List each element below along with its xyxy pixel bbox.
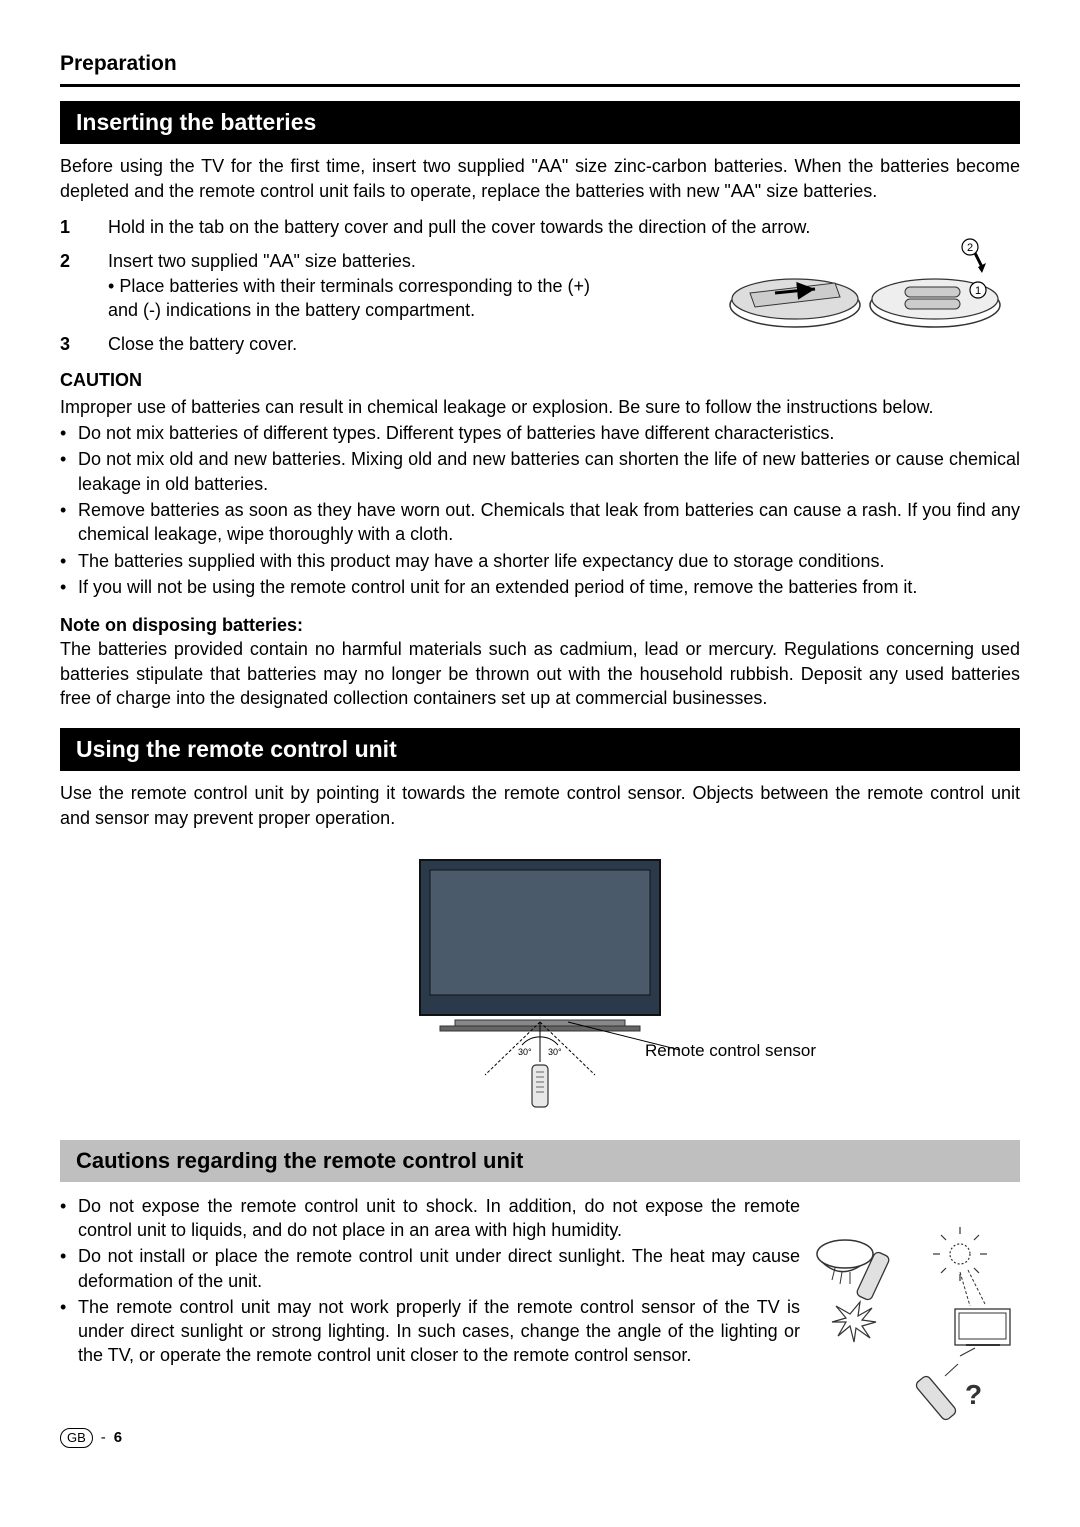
svg-text:2: 2 (967, 242, 973, 254)
step-2-main: Insert two supplied "AA" size batteries. (108, 251, 416, 271)
caution-bullet: The batteries supplied with this product… (60, 549, 1020, 573)
step-text: Insert two supplied "AA" size batteries.… (108, 249, 608, 322)
cautions-bullet: Do not install or place the remote contr… (60, 1244, 800, 1293)
page-section-title: Preparation (60, 50, 1020, 78)
cautions-illustration: ? (810, 1224, 1020, 1424)
page-footer: GB - 6 (60, 1428, 1020, 1448)
cautions-container: Do not expose the remote control unit to… (60, 1194, 1020, 1368)
note-label: Note on disposing batteries: (60, 613, 1020, 637)
steps-container: 1 Hold in the tab on the battery cover a… (60, 215, 1020, 356)
heading-inserting-batteries: Inserting the batteries (60, 101, 1020, 144)
step-num: 1 (60, 215, 108, 239)
footer-page-number: 6 (114, 1428, 122, 1448)
caution-bullet: Do not mix batteries of different types.… (60, 421, 1020, 445)
section-rule (60, 84, 1020, 87)
using-text: Use the remote control unit by pointing … (60, 781, 1020, 830)
sensor-label: Remote control sensor (645, 1040, 816, 1063)
tv-illustration: 30° 30° (400, 850, 680, 1110)
tv-diagram: 30° 30° Remote control sensor (60, 850, 1020, 1120)
note-text: The batteries provided contain no harmfu… (60, 637, 1020, 710)
angle-left-text: 30° (518, 1047, 532, 1057)
cautions-bullet: Do not expose the remote control unit to… (60, 1194, 800, 1243)
angle-right-text: 30° (548, 1047, 562, 1057)
remote-battery-illustration: 1 2 (720, 235, 1020, 345)
svg-text:1: 1 (975, 285, 981, 297)
inserting-intro: Before using the TV for the first time, … (60, 154, 1020, 203)
caution-label: CAUTION (60, 368, 1020, 392)
step-num: 2 (60, 249, 108, 322)
heading-using-remote: Using the remote control unit (60, 728, 1020, 771)
caution-intro: Improper use of batteries can result in … (60, 395, 1020, 419)
step-2-sub-item: Place batteries with their terminals cor… (108, 274, 608, 323)
caution-bullets: Do not mix batteries of different types.… (60, 421, 1020, 599)
cautions-bullet: The remote control unit may not work pro… (60, 1295, 800, 1368)
step-2-sub: Place batteries with their terminals cor… (108, 274, 608, 323)
cautions-bullets: Do not expose the remote control unit to… (60, 1194, 800, 1368)
step-num: 3 (60, 332, 108, 356)
caution-bullet: Remove batteries as soon as they have wo… (60, 498, 1020, 547)
svg-text:?: ? (965, 1379, 982, 1410)
caution-bullet: Do not mix old and new batteries. Mixing… (60, 447, 1020, 496)
caution-bullet: If you will not be using the remote cont… (60, 575, 1020, 599)
footer-region: GB (60, 1428, 93, 1448)
footer-sep: - (101, 1428, 106, 1448)
heading-cautions-remote: Cautions regarding the remote control un… (60, 1140, 1020, 1182)
